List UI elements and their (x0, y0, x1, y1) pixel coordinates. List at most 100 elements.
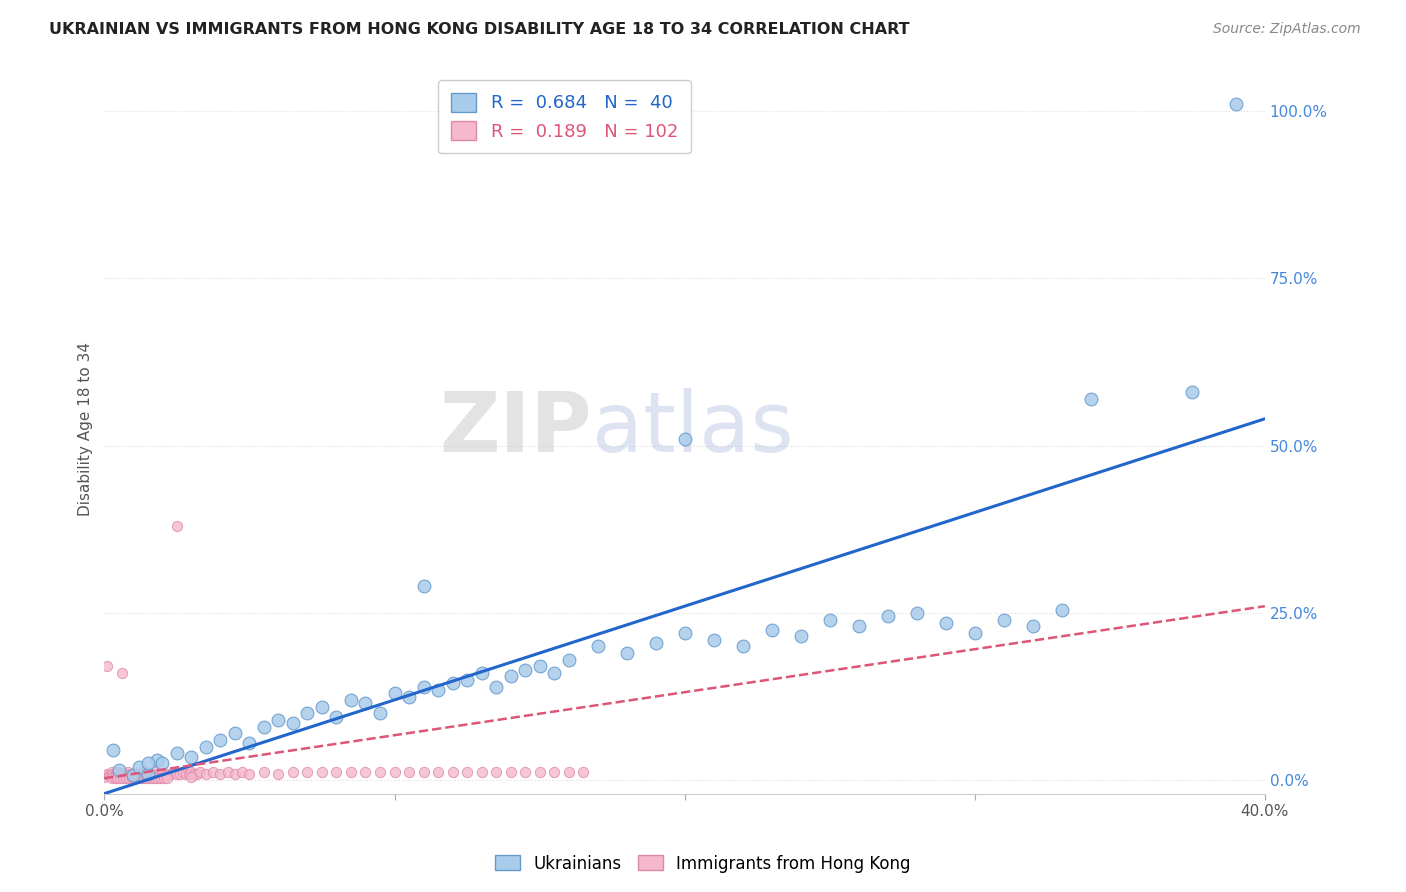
Point (145, 753, 167, 767)
Point (1225, 97, 1247, 112)
Point (146, 766, 169, 780)
Point (703, 632, 725, 647)
Point (132, 765, 155, 780)
Point (111, 666, 134, 681)
Point (368, 765, 391, 780)
Point (412, 765, 434, 780)
Point (412, 579, 434, 593)
Point (412, 680, 434, 694)
Point (325, 709, 347, 723)
Legend: R =  0.684   N =  40, R =  0.189   N = 102: R = 0.684 N = 40, R = 0.189 N = 102 (439, 80, 690, 153)
Point (557, 765, 579, 780)
Point (238, 736, 260, 750)
Point (673, 626, 696, 640)
Point (398, 690, 420, 704)
Point (1050, 602, 1073, 616)
Point (848, 619, 870, 633)
Point (354, 765, 377, 780)
Point (149, 771, 172, 785)
Text: UKRAINIAN VS IMMIGRANTS FROM HONG KONG DISABILITY AGE 18 TO 34 CORRELATION CHART: UKRAINIAN VS IMMIGRANTS FROM HONG KONG D… (49, 22, 910, 37)
Point (1181, 384, 1204, 399)
Point (281, 765, 304, 780)
Point (115, 771, 138, 785)
Point (1022, 619, 1045, 633)
Point (673, 432, 696, 446)
Point (118, 768, 141, 782)
Point (202, 765, 225, 780)
Point (340, 693, 363, 707)
Point (384, 686, 406, 700)
Point (209, 766, 232, 780)
Point (143, 768, 166, 782)
Point (180, 749, 202, 764)
Point (129, 771, 152, 785)
Point (136, 766, 159, 780)
Point (368, 706, 391, 721)
Point (96, 766, 118, 780)
Point (141, 771, 163, 785)
Point (297, 706, 319, 721)
Point (166, 747, 188, 761)
Point (905, 606, 928, 620)
Point (135, 768, 157, 782)
Point (121, 766, 143, 780)
Point (253, 765, 276, 780)
Point (169, 766, 191, 780)
Point (325, 765, 347, 780)
Point (231, 765, 253, 780)
Text: atlas: atlas (592, 388, 793, 469)
Point (513, 663, 536, 677)
Point (101, 743, 124, 757)
Point (142, 765, 165, 780)
Point (529, 765, 551, 780)
Point (731, 640, 754, 654)
Point (499, 669, 522, 683)
Point (485, 765, 508, 780)
Point (281, 716, 304, 731)
Point (224, 766, 246, 780)
Point (112, 765, 135, 780)
Point (166, 766, 188, 780)
Point (311, 699, 333, 714)
Point (456, 673, 478, 687)
Point (557, 653, 579, 667)
Point (586, 640, 609, 654)
Point (156, 771, 179, 785)
Point (110, 771, 132, 785)
Point (145, 768, 167, 782)
Point (146, 771, 169, 785)
Point (152, 756, 174, 771)
Point (398, 765, 420, 780)
Point (97, 768, 120, 782)
Point (100, 765, 122, 780)
Point (267, 713, 290, 727)
Point (96, 659, 118, 673)
Point (107, 771, 129, 785)
Point (470, 765, 492, 780)
Point (194, 739, 217, 754)
Point (98, 769, 121, 783)
Point (180, 770, 202, 784)
Point (172, 765, 194, 780)
Point (125, 768, 148, 782)
Point (153, 771, 176, 785)
Point (141, 766, 163, 780)
Point (136, 766, 159, 780)
Point (183, 766, 205, 780)
Point (267, 766, 290, 780)
Point (186, 766, 208, 780)
Point (761, 623, 783, 637)
Point (513, 765, 536, 780)
Point (155, 768, 177, 782)
Point (188, 765, 211, 780)
Legend: Ukrainians, Immigrants from Hong Kong: Ukrainians, Immigrants from Hong Kong (488, 848, 918, 880)
Point (139, 768, 162, 782)
Point (543, 765, 565, 780)
Point (253, 720, 276, 734)
Point (529, 659, 551, 673)
Point (118, 771, 141, 785)
Text: Source: ZipAtlas.com: Source: ZipAtlas.com (1213, 22, 1361, 37)
Point (470, 666, 492, 681)
Point (311, 765, 333, 780)
Point (194, 766, 217, 780)
